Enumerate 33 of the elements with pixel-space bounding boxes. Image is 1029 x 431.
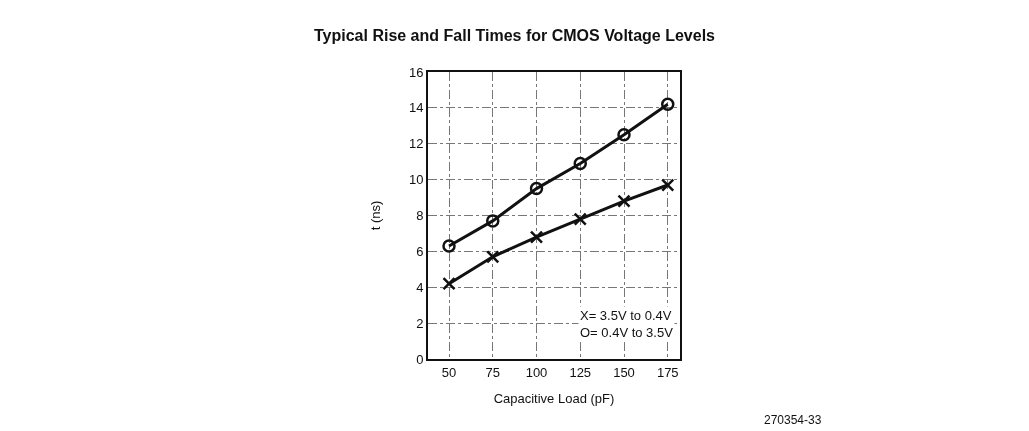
point — [529, 181, 544, 196]
point — [529, 230, 544, 244]
point — [573, 156, 587, 171]
y-tick-label: 0 — [416, 351, 424, 367]
x-tick-label: 75 — [485, 364, 500, 380]
text: 270354-33 — [764, 413, 822, 427]
y-tick-label: 6 — [416, 243, 424, 259]
y-tick-label: 8 — [416, 208, 424, 224]
annotation: O= 0.4V to 3.5V — [580, 324, 674, 340]
point — [661, 178, 675, 192]
annotation: X= 3.5V to 0.4V — [580, 308, 672, 323]
x-tick-label: 50 — [441, 364, 457, 380]
y-tick-label: 12 — [408, 136, 424, 152]
point — [442, 239, 456, 253]
point — [617, 194, 631, 208]
point — [486, 214, 500, 228]
point — [573, 212, 587, 226]
y-tick-label: 14 — [408, 100, 424, 116]
y-axis-title: t (ns) — [368, 200, 384, 231]
x-tick-label: 175 — [656, 364, 679, 380]
x-tick-label: 150 — [613, 364, 635, 380]
y-tick-label: 4 — [416, 279, 424, 295]
point — [486, 250, 500, 264]
chart-title: Typical Rise and Fall Times for CMOS Voltage Levels — [313, 27, 716, 45]
point — [442, 276, 456, 291]
point — [617, 128, 631, 142]
y-tick-label: 16 — [408, 64, 424, 80]
point — [661, 97, 675, 112]
y-tick-label: 10 — [408, 172, 424, 188]
x-tick-label: 100 — [525, 364, 548, 380]
y-tick-label: 2 — [416, 315, 424, 331]
x-axis-title: Capacitive Load (pF) — [493, 390, 615, 406]
x-tick-label: 125 — [569, 364, 592, 380]
